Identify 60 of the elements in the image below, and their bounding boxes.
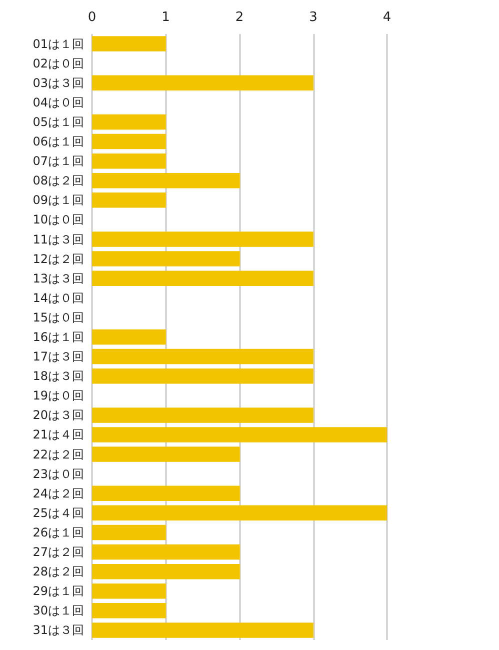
- y-tick-label: 02は０回: [32, 56, 84, 70]
- bar: [92, 622, 314, 638]
- bar: [92, 270, 314, 286]
- y-tick-label: 07は１回: [32, 154, 84, 168]
- y-tick-label: 06は１回: [32, 134, 84, 149]
- y-tick-label: 09は１回: [32, 193, 84, 208]
- y-tick-label: 30は１回: [32, 604, 84, 618]
- bar: [92, 486, 240, 502]
- bar: [92, 153, 166, 169]
- bar: [92, 544, 240, 560]
- y-tick-label: 11は３回: [32, 232, 84, 246]
- y-tick-label: 03は３回: [32, 76, 84, 90]
- bar: [92, 251, 240, 266]
- y-tick-label: 19は０回: [32, 388, 84, 403]
- y-tick-label: 12は２回: [32, 252, 84, 266]
- bar: [92, 232, 314, 247]
- y-tick-label: 10は０回: [32, 212, 84, 227]
- bar: [92, 368, 314, 384]
- y-tick-label: 18は３回: [32, 369, 84, 384]
- y-tick-label: 20は３回: [32, 408, 84, 422]
- bar: [92, 329, 166, 345]
- y-tick-label: 13は３回: [32, 271, 84, 286]
- bar: [92, 603, 166, 618]
- y-tick-label: 26は１回: [32, 525, 84, 540]
- bar: [92, 348, 314, 364]
- bar: [92, 427, 387, 442]
- y-tick-label: 08は２回: [32, 174, 84, 188]
- bar: [92, 172, 240, 188]
- y-tick-label: 17は３回: [32, 350, 84, 364]
- y-tick-label: 16は１回: [32, 330, 84, 344]
- x-tick-label: 1: [162, 10, 170, 25]
- bar: [92, 114, 166, 130]
- x-tick-label: 3: [309, 10, 318, 25]
- y-tick-label: 25は４回: [32, 506, 84, 520]
- y-tick-label: 15は０回: [32, 310, 84, 324]
- bar: [92, 446, 240, 462]
- y-tick-label: 29は１回: [32, 584, 84, 598]
- bar: [92, 584, 166, 599]
- bar: [92, 192, 166, 208]
- bar: [92, 36, 166, 52]
- bar: [92, 75, 314, 90]
- y-tick-label: 22は２回: [32, 447, 84, 462]
- y-tick-label: 23は０回: [32, 466, 84, 481]
- y-tick-label: 31は３回: [32, 623, 84, 638]
- x-tick-label: 2: [235, 10, 244, 25]
- bar: [92, 134, 166, 150]
- y-tick-label: 04は０回: [32, 95, 84, 110]
- y-tick-label: 05は１回: [32, 114, 84, 129]
- y-tick-label: 21は４回: [32, 428, 84, 442]
- y-tick-label: 24は２回: [32, 486, 84, 500]
- x-tick-label: 4: [382, 10, 392, 25]
- bar: [92, 408, 314, 423]
- y-tick-label: 14は０回: [32, 290, 84, 305]
- y-tick-label: 28は２回: [32, 564, 84, 579]
- y-tick-label: 27は２回: [32, 545, 84, 560]
- x-tick-label: 0: [88, 10, 96, 25]
- y-tick-label: 01は１回: [32, 36, 84, 51]
- bar: [92, 505, 387, 521]
- bar: [92, 564, 240, 580]
- bar: [92, 524, 166, 540]
